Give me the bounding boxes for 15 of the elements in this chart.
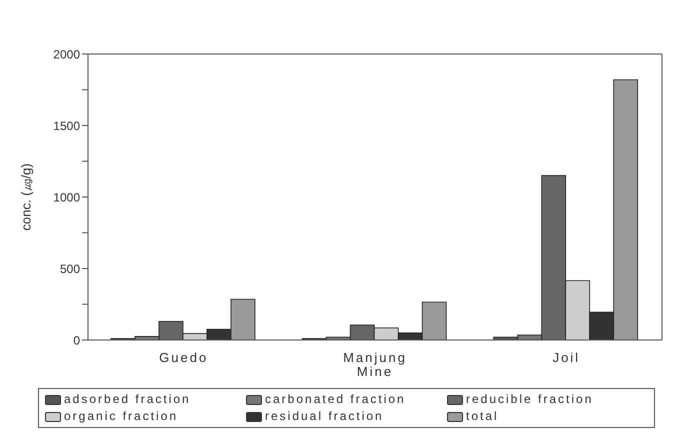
y-tick-label: 500: [60, 262, 80, 276]
x-tick-label: Manjung Mine: [343, 350, 407, 379]
y-axis-title: conc. (㎍/g): [18, 163, 34, 231]
legend-label: total: [466, 408, 499, 425]
y-tick-label: 0: [73, 333, 80, 348]
legend-label: adsorbed fraction: [64, 391, 191, 408]
x-tick-label: Guedo: [159, 350, 208, 365]
legend-label: reducible fraction: [466, 391, 594, 408]
legend-label: organic fraction: [64, 408, 178, 425]
legend-label: carbonated fraction: [265, 391, 406, 408]
y-tick-label: 1000: [53, 190, 80, 204]
x-tick-label: Joil: [552, 350, 580, 365]
legend-label: residual fraction: [265, 408, 384, 425]
y-tick-label: 1500: [53, 118, 80, 133]
y-tick-label: 2000: [53, 47, 80, 62]
